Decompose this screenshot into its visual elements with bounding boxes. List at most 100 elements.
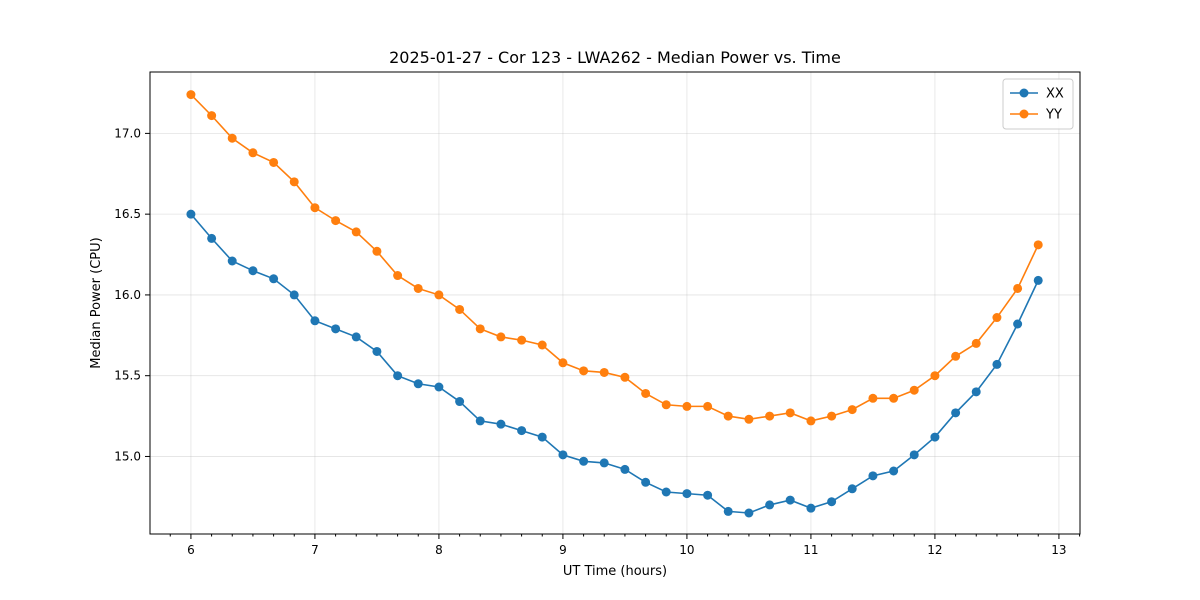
data-point-xx <box>537 432 547 442</box>
data-point-xx <box>827 497 837 507</box>
data-point-yy <box>269 157 279 167</box>
y-tick-label: 17.0 <box>114 126 141 140</box>
data-point-xx <box>723 506 733 516</box>
data-point-yy <box>723 411 733 421</box>
x-tick-label: 6 <box>187 543 195 557</box>
data-point-yy <box>517 335 527 345</box>
data-point-xx <box>393 371 403 381</box>
data-point-yy <box>992 313 1002 323</box>
data-point-xx <box>661 487 671 497</box>
data-point-yy <box>331 216 341 226</box>
x-tick-label: 12 <box>927 543 942 557</box>
data-point-yy <box>227 133 237 143</box>
data-point-xx <box>496 419 506 429</box>
data-point-yy <box>827 411 837 421</box>
x-axis-label: UT Time (hours) <box>563 564 667 579</box>
data-point-yy <box>661 400 671 410</box>
data-point-xx <box>455 397 465 407</box>
data-point-yy <box>537 340 547 350</box>
x-tick-label: 11 <box>803 543 818 557</box>
legend: XX YY <box>1002 78 1074 130</box>
x-tick-label: 13 <box>1051 543 1066 557</box>
legend-label: YY <box>1045 108 1062 123</box>
data-point-xx <box>785 495 795 505</box>
data-point-yy <box>372 246 382 256</box>
data-point-xx <box>806 503 816 513</box>
data-point-yy <box>475 324 485 334</box>
data-point-xx <box>517 426 527 436</box>
data-point-xx <box>269 274 279 284</box>
data-point-xx <box>909 450 919 460</box>
data-point-yy <box>413 283 423 293</box>
data-point-yy <box>455 304 465 314</box>
data-point-xx <box>434 382 444 392</box>
x-tick-label: 8 <box>435 543 443 557</box>
data-point-xx <box>331 324 341 334</box>
data-point-yy <box>889 393 899 403</box>
data-point-yy <box>641 388 651 398</box>
x-tick-label: 9 <box>559 543 567 557</box>
data-point-xx <box>351 332 361 342</box>
data-point-xx <box>186 209 196 219</box>
data-point-yy <box>351 227 361 237</box>
data-point-yy <box>951 351 961 361</box>
data-point-xx <box>889 466 899 476</box>
data-point-yy <box>744 414 754 424</box>
data-point-xx <box>703 490 713 500</box>
data-point-xx <box>227 256 237 266</box>
data-point-xx <box>682 489 692 499</box>
data-point-yy <box>248 148 258 158</box>
y-axis-ticks: 15.0 15.5 16.0 16.5 17.0 <box>114 126 150 463</box>
data-point-xx <box>413 379 423 389</box>
series-line-xx <box>190 213 1039 514</box>
y-tick-label: 15.5 <box>114 369 141 383</box>
data-point-yy <box>930 371 940 381</box>
data-point-xx <box>310 316 320 326</box>
x-tick-label: 7 <box>311 543 319 557</box>
y-axis-label: Median Power (CPU) <box>89 237 104 368</box>
legend-label: XX <box>1046 87 1064 102</box>
data-point-yy <box>434 290 444 300</box>
data-point-xx <box>289 290 299 300</box>
data-point-yy <box>207 111 217 121</box>
legend-marker <box>1019 109 1029 119</box>
data-point-xx <box>971 387 981 397</box>
y-tick-label: 16.0 <box>114 288 141 302</box>
data-point-xx <box>599 458 609 468</box>
data-point-yy <box>785 408 795 418</box>
x-axis-ticks: 6 7 8 9 10 11 12 13 <box>169 534 1081 557</box>
plot-frame <box>149 71 1081 535</box>
data-point-yy <box>682 401 692 411</box>
data-point-yy <box>1033 240 1043 250</box>
data-point-xx <box>248 266 258 276</box>
data-point-xx <box>1013 319 1023 329</box>
series-yy <box>186 90 1043 426</box>
legend-item-yy: YY <box>1010 108 1062 123</box>
data-point-yy <box>496 332 506 342</box>
series-xx <box>186 209 1043 518</box>
data-point-xx <box>207 233 217 243</box>
series-line-yy <box>190 94 1039 422</box>
data-point-xx <box>930 432 940 442</box>
data-point-yy <box>599 367 609 377</box>
grid-lines <box>150 72 1080 534</box>
data-point-xx <box>847 484 857 494</box>
data-point-xx <box>475 416 485 426</box>
chart-title: 2025-01-27 - Cor 123 - LWA262 - Median P… <box>389 48 841 67</box>
data-point-yy <box>393 271 403 281</box>
legend-item-xx: XX <box>1010 87 1064 102</box>
data-point-yy <box>703 401 713 411</box>
data-point-xx <box>372 346 382 356</box>
data-point-yy <box>186 90 196 100</box>
data-point-xx <box>868 471 878 481</box>
data-point-xx <box>558 450 568 460</box>
data-point-xx <box>579 456 589 466</box>
data-point-xx <box>1033 275 1043 285</box>
data-point-yy <box>765 411 775 421</box>
data-point-yy <box>289 177 299 187</box>
y-tick-label: 16.5 <box>114 207 141 221</box>
data-point-yy <box>620 372 630 382</box>
data-point-xx <box>620 464 630 474</box>
data-point-yy <box>558 358 568 368</box>
